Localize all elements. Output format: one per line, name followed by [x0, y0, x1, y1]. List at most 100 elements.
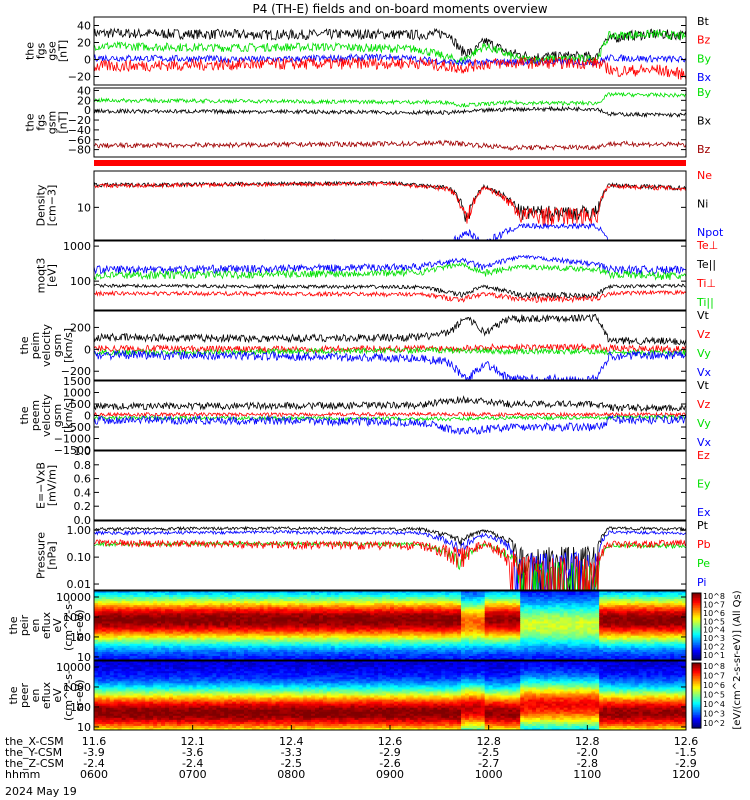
spectrogram-cell	[196, 641, 202, 645]
spectrogram-cell	[555, 617, 561, 621]
spectrogram-cell	[397, 635, 403, 639]
spectrogram-cell	[192, 655, 198, 659]
spectrogram-cell	[109, 643, 115, 647]
legend-entry: Vy	[697, 417, 711, 430]
spectrogram-cell	[334, 635, 340, 639]
spectrogram-cell	[488, 637, 494, 641]
spectrogram-cell	[445, 647, 450, 651]
spectrogram-cell	[117, 623, 123, 627]
spectrogram-cell	[563, 633, 569, 637]
spectrogram-cell	[500, 597, 506, 600]
spectrogram-cell	[354, 655, 360, 659]
spectrogram-cell	[453, 607, 458, 610]
spectrogram-cell	[247, 633, 253, 637]
spectrogram-cell	[437, 629, 442, 633]
spectrogram-cell	[445, 597, 450, 600]
spectrogram-cell	[97, 605, 103, 608]
spectrogram-cell	[453, 601, 458, 604]
panel-plot	[94, 591, 686, 660]
spectrogram-cell	[311, 629, 316, 633]
spectrogram-cell	[291, 643, 296, 647]
spectrogram-cell	[543, 601, 549, 604]
legend-entry: Te⊥	[696, 239, 718, 252]
spectrogram-cell	[516, 639, 521, 643]
series-line-Pb	[94, 538, 686, 590]
spectrogram-cell	[630, 593, 636, 596]
spectrogram-cell	[271, 599, 277, 602]
spectrogram-cell	[532, 637, 537, 641]
spectrogram-cell	[334, 619, 340, 623]
spectrogram-cell	[551, 617, 557, 621]
spectrogram-cell	[504, 623, 509, 627]
spectrogram-cell	[322, 637, 328, 641]
spectrogram-cell	[472, 639, 478, 643]
spectrogram-cell	[141, 619, 146, 623]
spectrogram-cell	[390, 637, 395, 641]
spectrogram-cell	[204, 591, 210, 594]
spectrogram-cell	[283, 615, 288, 618]
spectrogram-cell	[153, 591, 158, 594]
spectrogram-cell	[200, 615, 206, 618]
spectrogram-cell	[508, 657, 513, 660]
spectrogram-cell	[184, 641, 190, 645]
spectrogram-cell	[188, 655, 194, 659]
spectrogram-cell	[472, 631, 478, 635]
spectrogram-cell	[271, 607, 277, 610]
spectrogram-cell	[599, 649, 604, 653]
spectrogram-cell	[117, 607, 123, 610]
spectrogram-cell	[141, 609, 146, 612]
spectrogram-cell	[188, 629, 194, 633]
spectrogram-cell	[504, 635, 509, 639]
spectrogram-cell	[393, 625, 399, 629]
spectrogram-cell	[409, 617, 415, 621]
spectrogram-cell	[551, 653, 557, 657]
spectrogram-cell	[251, 637, 257, 641]
spectrogram-cell	[125, 657, 131, 660]
spectrogram-cell	[575, 631, 581, 635]
spectrogram-cell	[184, 625, 190, 629]
spectrogram-cell	[382, 597, 387, 600]
y-axis-label-line: gsm	[46, 111, 59, 134]
spectrogram-cell	[259, 637, 265, 641]
spectrogram-cell	[216, 637, 221, 641]
spectrogram-cell	[315, 637, 320, 641]
spectrogram-cell	[532, 657, 537, 660]
spectrogram-cell	[259, 623, 265, 627]
spectrogram-cell	[315, 641, 320, 645]
spectrogram-cell	[492, 641, 498, 645]
spectrogram-cell	[595, 621, 600, 625]
spectrogram-cell	[461, 643, 466, 647]
spectrogram-cell	[642, 593, 648, 596]
spectrogram-cell	[563, 655, 569, 659]
spectrogram-cell	[472, 613, 478, 616]
spectrogram-cell	[417, 591, 423, 594]
spectrogram-cell	[153, 625, 158, 629]
spectrogram-cell	[543, 613, 549, 616]
spectrogram-cell	[350, 595, 356, 598]
spectrogram-cell	[630, 641, 636, 645]
spectrogram-cell	[607, 627, 612, 631]
spectrogram-cell	[579, 609, 584, 612]
spectrogram-cell	[279, 639, 285, 643]
spectrogram-cell	[204, 647, 210, 651]
spectrogram-cell	[243, 619, 249, 623]
spectrogram-cell	[393, 591, 399, 594]
spectrogram-cell	[508, 623, 513, 627]
spectrogram-cell	[516, 657, 521, 660]
spectrogram-cell	[255, 613, 261, 616]
spectrogram-cell	[326, 597, 332, 600]
spectrogram-cell	[271, 635, 277, 639]
spectrogram-cell	[125, 641, 131, 645]
spectrogram-cell	[121, 597, 127, 600]
spectrogram-cell	[480, 607, 486, 610]
spectrogram-cell	[409, 647, 415, 651]
spectrogram-cell	[532, 619, 537, 623]
spectrogram-cell	[571, 625, 577, 629]
spectrogram-cell	[243, 601, 249, 604]
spectrogram-cell	[208, 657, 213, 660]
spectrogram-cell	[236, 655, 241, 659]
spectrogram-cell	[153, 623, 158, 627]
spectrogram-cell	[583, 591, 588, 594]
spectrogram-cell	[184, 593, 190, 596]
spectrogram-cell	[137, 621, 142, 625]
